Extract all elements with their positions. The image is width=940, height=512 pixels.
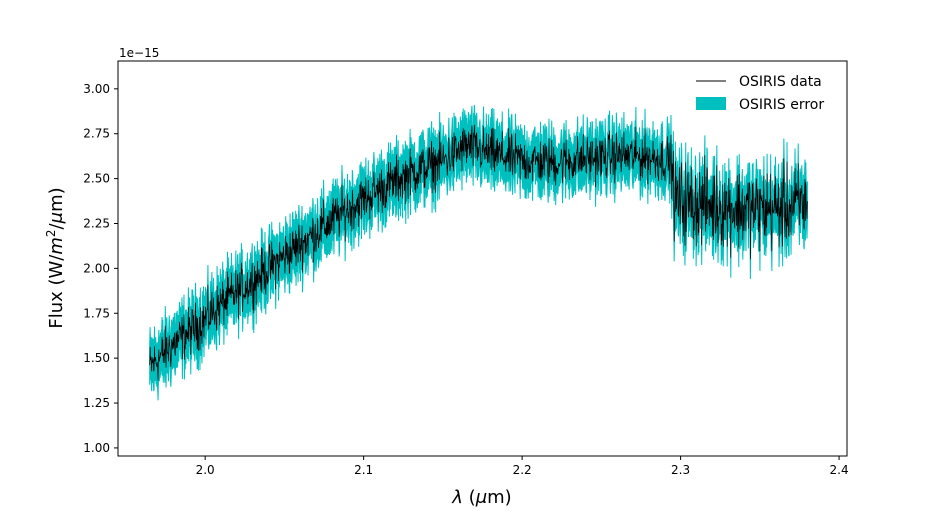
error-band-series bbox=[149, 104, 808, 401]
legend: OSIRIS data OSIRIS error bbox=[696, 74, 824, 113]
x-tick-label: 2.4 bbox=[830, 463, 849, 477]
data-line-series bbox=[149, 124, 808, 381]
y-tick-label: 1.75 bbox=[83, 306, 110, 320]
x-tick-label: 2.2 bbox=[513, 463, 532, 477]
y-tick-label: 3.00 bbox=[83, 82, 110, 96]
y-tick-label: 1.25 bbox=[83, 396, 110, 410]
error-band bbox=[149, 104, 808, 401]
data-line bbox=[149, 124, 808, 381]
y-offset-text: 1e−15 bbox=[119, 46, 159, 60]
y-tick-label: 1.50 bbox=[83, 351, 110, 365]
y-tick-label: 2.25 bbox=[83, 216, 110, 230]
y-tick-label: 2.00 bbox=[83, 261, 110, 275]
legend-label-error: OSIRIS error bbox=[739, 97, 824, 113]
plot-frame bbox=[117, 60, 848, 457]
legend-band-swatch bbox=[696, 97, 726, 110]
x-axis-label: λ (μm) bbox=[451, 487, 511, 508]
x-axis-ticks: 2.0 2.1 2.2 2.3 2.4 bbox=[196, 456, 849, 477]
y-axis-label: Flux (W/m2/μm) bbox=[44, 187, 67, 328]
y-tick-label: 1.00 bbox=[83, 441, 110, 455]
y-axis-ticks: 1.00 1.25 1.50 1.75 2.00 2.25 2.50 2.75 3.00 bbox=[83, 82, 118, 455]
legend-label-data: OSIRIS data bbox=[739, 74, 822, 90]
x-tick-label: 2.1 bbox=[354, 463, 373, 477]
x-tick-label: 2.3 bbox=[671, 463, 690, 477]
y-tick-label: 2.75 bbox=[83, 127, 110, 141]
y-tick-label: 2.50 bbox=[83, 172, 110, 186]
x-tick-label: 2.0 bbox=[196, 463, 215, 477]
